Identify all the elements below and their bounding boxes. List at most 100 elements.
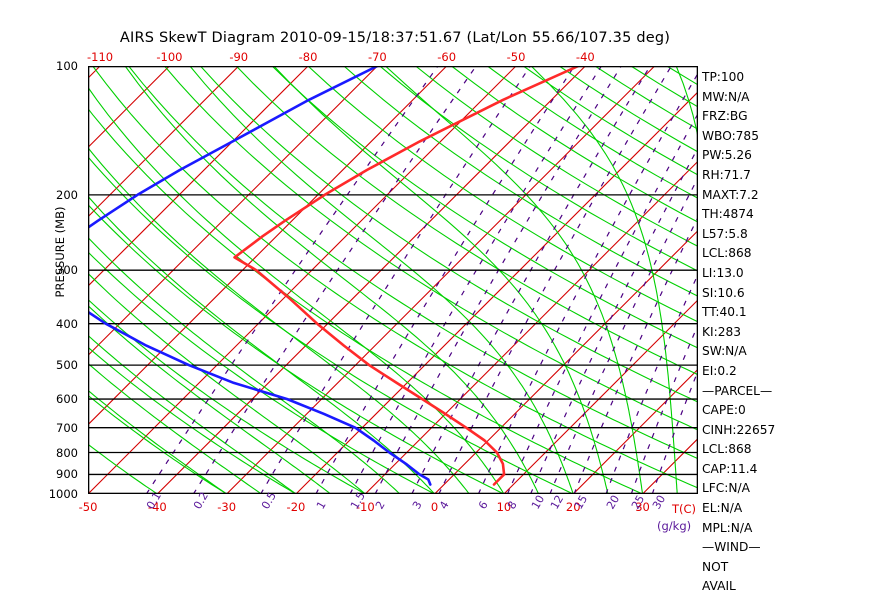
isotherm-line [88, 66, 378, 357]
info-line-1: MW:N/A [702, 89, 750, 104]
derived-indices-panel: TP:100 MW:N/A FRZ:BG WBO:785 PW:5.26 RH:71.7 M… [702, 68, 862, 597]
info-line-18: CINH:22657 [702, 422, 776, 437]
mixing-ratio-tick-4: 4 [436, 498, 452, 512]
moist-adiabat-line [530, 66, 678, 494]
info-line-14: SW:N/A [702, 344, 747, 359]
mixing-ratio-tick-3: 3 [409, 498, 425, 512]
dry-adiabat-line [343, 66, 698, 297]
bottom-temp-tick-20: 20 [565, 500, 581, 514]
mixing-ratio-line [411, 66, 651, 494]
top-temp-tick--80: -80 [298, 50, 318, 64]
dry-adiabat-line [307, 66, 698, 323]
bottom-temp-tick--10: -10 [355, 500, 375, 514]
dry-adiabat-line [88, 107, 643, 494]
top-temp-tick--50: -50 [506, 50, 526, 64]
dry-adiabat-line [88, 251, 435, 494]
bottom-temp-tick--20: -20 [286, 500, 306, 514]
top-temp-tick--90: -90 [229, 50, 249, 64]
dry-adiabat-line [128, 66, 698, 460]
dry-adiabat-line [88, 443, 158, 494]
moist-adiabat-line [88, 236, 401, 494]
mixing-ratio-line [438, 66, 672, 494]
info-line-16: —PARCEL— [702, 383, 773, 398]
dry-adiabat-line [88, 156, 574, 494]
plot-border [88, 66, 698, 494]
info-line-13: KI:283 [702, 324, 741, 339]
top-temp-tick--110: -110 [87, 50, 114, 64]
top-temp-tick--100: -100 [156, 50, 183, 64]
page-title: AIRS SkewT Diagram 2010-09-15/18:37:51.6… [119, 30, 671, 46]
info-line-4: PW:5.26 [702, 148, 752, 163]
info-line-20: CAP:11.4 [702, 461, 758, 476]
info-line-23: MPL:N/A [702, 520, 753, 535]
dry-adiabat-line [271, 66, 698, 349]
info-line-11: SI:10.6 [702, 285, 745, 300]
pressure-tick-1000: 1000 [48, 487, 78, 501]
info-line-21: LFC:N/A [702, 481, 750, 496]
mixing-ratio-line [549, 176, 698, 494]
info-line-26: AVAIL [702, 579, 736, 594]
plot-area [88, 66, 698, 494]
info-line-10: LI:13.0 [702, 265, 744, 280]
bottom-temp-tick--50: -50 [78, 500, 98, 514]
moist-adiabat-line [88, 389, 227, 494]
info-line-9: LCL:868 [702, 246, 752, 261]
bottom-temp-tick--40: -40 [147, 500, 167, 514]
mixing-ratio-line [573, 216, 698, 494]
isotherm-line [88, 66, 448, 426]
isotherm-line [88, 66, 240, 218]
mixing-ratio-line [530, 146, 698, 494]
isotherm-line [572, 368, 698, 494]
isotherm-line [88, 66, 517, 494]
info-line-24: —WIND— [702, 540, 761, 555]
moist-adiabat-line [88, 334, 297, 494]
info-line-15: EI:0.2 [702, 363, 737, 378]
pressure-tick-200: 200 [56, 187, 78, 202]
mixing-ratio-tick-20: 20 [603, 492, 623, 512]
top-temp-tick--70: -70 [367, 50, 387, 64]
dry-adiabat-line [88, 203, 505, 494]
info-line-6: MAXT:7.2 [702, 187, 759, 202]
dry-adiabat-line [88, 298, 366, 494]
bottom-temp-tick--30: -30 [217, 500, 237, 514]
info-line-25: NOT [702, 559, 729, 574]
mixing-ratio-tick-10: 10 [528, 492, 547, 512]
mixing-ratio-tick-2: 2 [373, 498, 388, 512]
pressure-tick-400: 400 [56, 316, 78, 331]
bottom-temp-tick-0: 0 [430, 500, 439, 514]
mixing-ratio-tick-30: 30 [650, 492, 669, 512]
isotherm-line [503, 299, 698, 494]
info-line-17: CAPE:0 [702, 403, 746, 418]
pressure-tick-700: 700 [56, 420, 78, 435]
mixing-ratio-tick-12: 12 [547, 492, 567, 512]
moist-adiabat-line [385, 66, 644, 494]
isotherm-line [88, 66, 170, 149]
info-line-3: WBO:785 [702, 128, 759, 143]
mixing-ratio-tick-1: 1 [313, 498, 329, 512]
dry-adiabat-line [199, 66, 698, 403]
info-line-19: LCL:868 [702, 442, 752, 457]
isotherm-line [364, 160, 698, 494]
dry-adiabat-line [92, 66, 698, 489]
dry-adiabat-line [235, 66, 698, 376]
dew-point-temp-trace [88, 66, 432, 486]
pressure-tick-900: 900 [56, 467, 78, 482]
skewt-chart-svg [88, 66, 698, 494]
moist-adiabat-line [124, 66, 540, 494]
ambient-air-temp-trace [233, 66, 580, 486]
isotherm-line [434, 229, 698, 494]
mixing-ratio-tick-6: 6 [476, 498, 492, 512]
mixing-ratio-line [260, 66, 531, 494]
moist-adiabat-line [88, 272, 366, 494]
dry-adiabat-line [88, 394, 227, 494]
info-line-2: FRZ:BG [702, 109, 748, 124]
dry-adiabat-line [379, 66, 698, 272]
moist-adiabat-line [88, 304, 331, 494]
info-line-5: RH:71.7 [702, 167, 751, 182]
skewt-diagram-page: AIRS SkewT Diagram 2010-09-15/18:37:51.6… [48, 30, 776, 594]
mixing-ratio-line [506, 112, 698, 494]
isotherm-line [226, 66, 656, 494]
info-line-22: EL:N/A [702, 501, 743, 516]
info-line-7: TH:4874 [702, 207, 754, 222]
info-line-8: L57:5.8 [702, 226, 748, 241]
